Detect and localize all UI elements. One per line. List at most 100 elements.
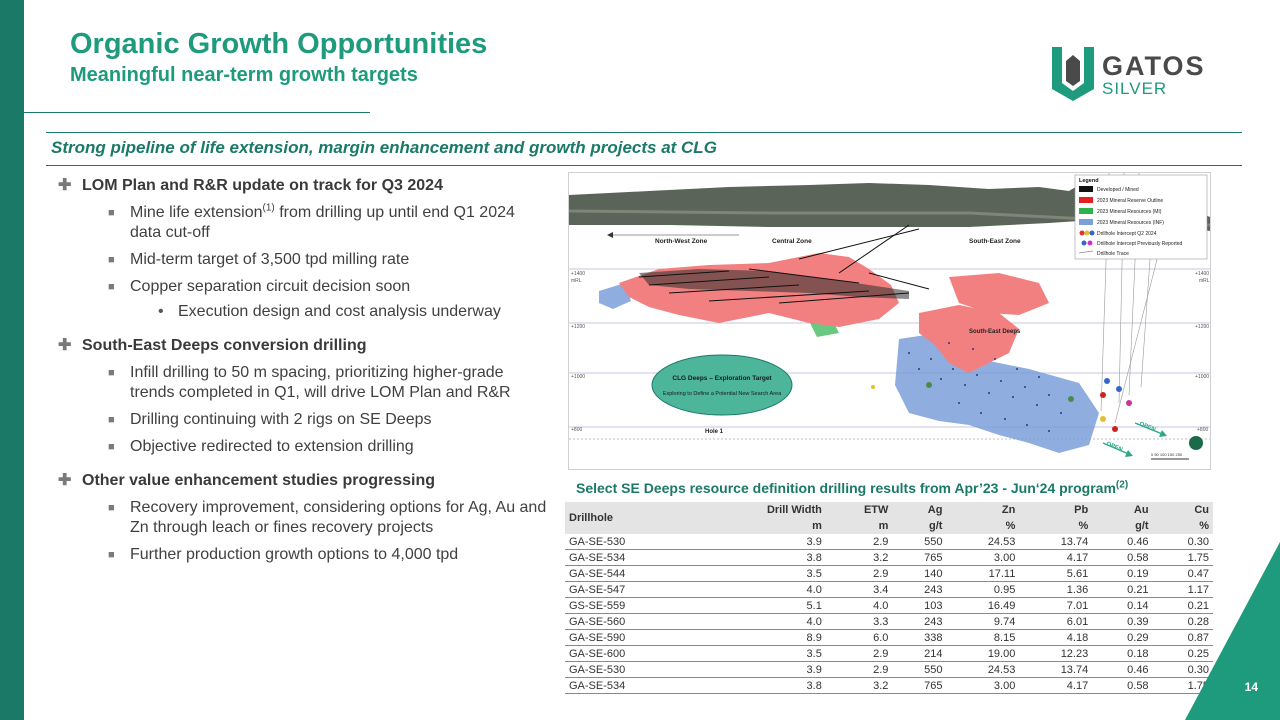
logo-mark-icon [1052, 47, 1094, 101]
resource-inf-area [599, 283, 631, 309]
table-unit-row: m m g/t % % g/t % [565, 518, 1213, 534]
logo-wordmark: GATOS [1102, 51, 1206, 81]
value-cell: 550 [892, 534, 947, 550]
zone-label-se-deeps: South-East Deeps [969, 329, 1021, 335]
legend-swatch [1081, 240, 1087, 246]
sub-bullet-milling-rate: ■ Mid-term target of 3,500 tpd milling ra… [108, 251, 410, 268]
value-cell: 0.30 [1152, 534, 1213, 550]
square-bullet-icon: ■ [108, 281, 115, 293]
drillhole-cell: GA-SE-534 [565, 677, 697, 694]
value-cell: 16.49 [946, 597, 1020, 614]
reserve-outline-se [949, 273, 1049, 315]
value-cell: 243 [892, 581, 947, 598]
value-cell: 3.9 [696, 661, 826, 678]
value-cell: 7.01 [1019, 597, 1093, 614]
drillhole-cell: GA-SE-590 [565, 629, 697, 646]
drillhole-cell: GA-SE-530 [565, 534, 697, 550]
legend-item-label: 2023 Mineral Reserve Outline [1097, 198, 1163, 204]
banner-text: Strong pipeline of life extension, margi… [51, 138, 717, 157]
page-number: 14 [1244, 680, 1258, 694]
value-cell: 0.29 [1092, 629, 1153, 646]
elev-label: +1000 [1195, 374, 1209, 380]
unit-header: % [1152, 518, 1213, 534]
value-cell: 3.8 [696, 549, 826, 566]
col-header-drillhole: Drillhole [565, 502, 697, 534]
unit-header: g/t [1092, 518, 1153, 534]
value-cell: 3.5 [696, 565, 826, 582]
drillhole-cell: GA-SE-560 [565, 613, 697, 630]
value-cell: 17.11 [946, 565, 1020, 582]
col-header-pb: Pb [1019, 502, 1093, 518]
elev-label: +800 [571, 427, 582, 433]
table-row: GA-SE-530 3.9 2.9 550 24.53 13.74 0.46 0.30 [565, 534, 1213, 550]
value-cell: 0.19 [1092, 565, 1153, 582]
value-cell: 12.23 [1019, 645, 1093, 662]
drilling-results-table: Drillhole Drill Width ETW Ag Zn Pb Au Cu… [565, 502, 1213, 694]
legend-box [1074, 174, 1208, 260]
hole-label: Hole 1 [705, 429, 724, 435]
value-cell: 4.0 [696, 613, 826, 630]
sub-bullet-objective: ■ Objective redirected to extension drill… [108, 438, 414, 455]
exploration-target-title: CLG Deeps – Exploration Target [672, 375, 772, 382]
exploration-target-ellipse [651, 354, 793, 416]
col-header-zn: Zn [946, 502, 1020, 518]
value-cell: 0.21 [1152, 597, 1213, 614]
unit-header: m [696, 518, 826, 534]
value-cell: 2.9 [825, 661, 893, 678]
table-row: GA-SE-534 3.8 3.2 765 3.00 4.17 0.58 1.75 [565, 677, 1213, 694]
drillhole-cell: GA-SE-530 [565, 661, 697, 678]
drillhole-cell: GS-SE-559 [565, 597, 697, 614]
value-cell: 140 [892, 565, 947, 582]
value-cell: 0.58 [1092, 677, 1153, 694]
footnote-2: (2) [1115, 479, 1129, 491]
value-cell: 24.53 [946, 661, 1020, 678]
elev-unit: mRL [1199, 278, 1210, 284]
value-cell: 214 [892, 645, 947, 662]
value-cell: 0.47 [1152, 565, 1213, 582]
square-bullet-icon: ■ [108, 254, 115, 266]
value-cell: 1.36 [1019, 581, 1093, 598]
sub-bullet-infill: ■ Infill drilling to 50 m spacing, priori… [108, 364, 511, 401]
section-banner: Strong pipeline of life extension, margi… [46, 132, 1242, 166]
table-row: GA-SE-600 3.5 2.9 214 19.00 12.23 0.18 0.25 [565, 645, 1213, 662]
logo-subword: SILVER [1102, 79, 1168, 98]
legend-swatch [1078, 250, 1094, 254]
value-cell: 19.00 [946, 645, 1020, 662]
sub-sub-bullet-execution: • Execution design and cost analysis unde… [158, 303, 501, 320]
bullet-se-deeps: ✚ South-East Deeps conversion drilling [58, 337, 367, 354]
legend-swatch [1079, 197, 1093, 203]
square-bullet-icon: ■ [108, 441, 115, 453]
legend-items: Developed / Mined 2023 Mineral Reserve O… [1078, 186, 1183, 257]
value-cell: 765 [892, 549, 947, 566]
value-cell: 243 [892, 613, 947, 630]
value-cell: 765 [892, 677, 947, 694]
unit-header: % [946, 518, 1020, 534]
value-cell: 2.9 [825, 645, 893, 662]
dot-bullet-icon: • [158, 303, 164, 320]
drill-sample-dots [908, 342, 1062, 432]
square-bullet-icon: ■ [108, 367, 115, 379]
value-cell: 3.9 [696, 534, 826, 550]
sub-bullet-production-growth: ■ Further production growth options to 4,… [108, 546, 459, 563]
value-cell: 2.9 [825, 534, 893, 550]
table-row: GA-SE-560 4.0 3.3 243 9.74 6.01 0.39 0.28 [565, 613, 1213, 630]
value-cell: 13.74 [1019, 534, 1093, 550]
bullet-list: ✚ LOM Plan and R&R update on track for Q3… [58, 176, 548, 565]
legend-item-label: 2023 Mineral Resources (INF) [1097, 220, 1164, 226]
open-arrow-2: OPEN [1102, 441, 1133, 457]
value-cell: 6.0 [825, 629, 893, 646]
legend-item-label: 2023 Mineral Resources (MI) [1097, 209, 1162, 215]
value-cell: 24.53 [946, 534, 1020, 550]
plus-icon: ✚ [58, 472, 72, 489]
plus-icon: ✚ [58, 337, 72, 354]
col-header-ag: Ag [892, 502, 947, 518]
exploration-target-sub: Exploring to Define a Potential New Sear… [663, 391, 782, 397]
elev-unit: mRL [571, 278, 582, 284]
value-cell: 0.30 [1152, 661, 1213, 678]
legend-item-label: Drillhole Intercept Q2 2024 [1097, 231, 1157, 237]
legend-swatch [1079, 230, 1085, 236]
page-subtitle: Meaningful near-term growth targets [70, 64, 418, 86]
elev-label: +1200 [571, 324, 585, 330]
reserve-outline-se-deeps [919, 305, 1019, 373]
mined-drifts [638, 224, 930, 304]
